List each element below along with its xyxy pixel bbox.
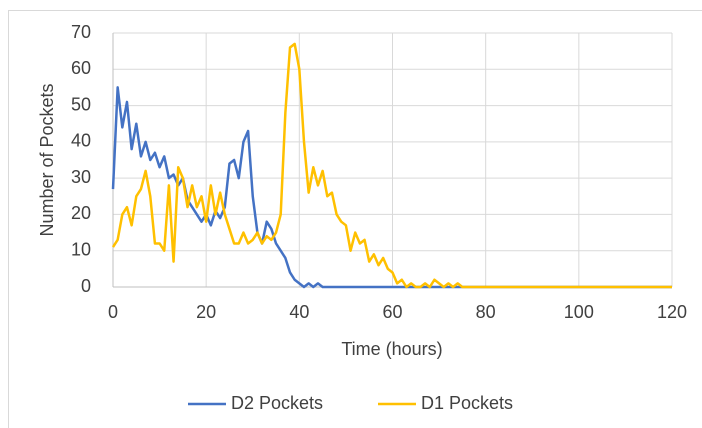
x-tick-label: 60 [382, 302, 402, 322]
x-tick-label: 20 [196, 302, 216, 322]
data-line [111, 86, 672, 289]
y-tick-label: 10 [71, 239, 91, 259]
x-axis-label: Time (hours) [341, 339, 442, 359]
x-tick-label: 100 [564, 302, 594, 322]
x-tick-label: 80 [476, 302, 496, 322]
y-tick-label: 20 [71, 203, 91, 223]
x-tick-label: 40 [289, 302, 309, 322]
chart-frame [8, 10, 702, 428]
y-tick-label: 60 [71, 58, 91, 78]
y-tick-label: 0 [81, 276, 91, 296]
x-tick-label: 120 [657, 302, 687, 322]
legend-label: D2 Pockets [231, 393, 323, 413]
y-tick-label: 40 [71, 131, 91, 151]
y-tick-label: 70 [71, 22, 91, 42]
y-axis-label: Number of Pockets [37, 83, 57, 236]
y-tick-label: 50 [71, 94, 91, 114]
data-line [111, 42, 672, 289]
x-tick-label: 0 [108, 302, 118, 322]
legend-label: D1 Pockets [421, 393, 513, 413]
y-tick-label: 30 [71, 167, 91, 187]
